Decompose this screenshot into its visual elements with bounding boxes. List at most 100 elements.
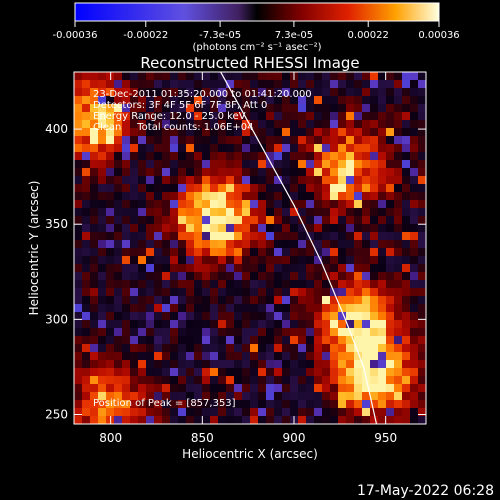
heatmap-cell [242,160,251,169]
heatmap-cell [394,240,403,249]
heatmap-cell [82,152,91,161]
heatmap-cell [386,392,395,401]
heatmap-cell [362,336,371,345]
heatmap-cell [226,184,235,193]
heatmap-cell [394,256,403,265]
heatmap-cell [354,304,363,313]
heatmap-cell [330,272,339,281]
heatmap-cell [202,336,211,345]
heatmap-cell [362,272,371,281]
heatmap-cell [202,376,211,385]
heatmap-cell [322,168,331,177]
heatmap-cell [130,256,139,265]
heatmap-cell [82,88,91,97]
heatmap-cell [282,256,291,265]
heatmap-cell [202,280,211,289]
heatmap-cell [378,288,387,297]
heatmap-cell [170,136,179,145]
heatmap-cell [394,280,403,289]
heatmap-cell [298,280,307,289]
heatmap-cell [98,280,107,289]
heatmap-cell [266,176,275,185]
heatmap-cell [258,248,267,257]
heatmap-cell [106,184,115,193]
heatmap-cells [74,72,426,424]
heatmap-cell [362,184,371,193]
heatmap-cell [394,72,403,81]
heatmap-cell [82,224,91,233]
heatmap-cell [370,176,379,185]
heatmap-cell [114,280,123,289]
heatmap-cell [234,72,243,81]
heatmap-cell [338,256,347,265]
heatmap-cell [330,312,339,321]
heatmap-cell [74,336,83,345]
heatmap-cell [242,400,251,409]
heatmap-cell [298,96,307,105]
heatmap-cell [122,344,131,353]
heatmap-cell [90,248,99,257]
heatmap-cell [274,128,283,137]
heatmap-cell [370,416,379,424]
heatmap-cell [162,176,171,185]
heatmap-cell [114,144,123,153]
heatmap-cell [210,72,219,81]
y-tick-label: 250 [45,407,68,421]
heatmap-cell [290,136,299,145]
heatmap-cell [114,400,123,409]
heatmap-cell [346,80,355,89]
heatmap-cell [162,120,171,129]
y-tick-label: 350 [45,217,68,231]
heatmap-cell [194,400,203,409]
heatmap-cell [354,192,363,201]
heatmap-cell [210,320,219,329]
heatmap-cell [154,72,163,81]
heatmap-cell [338,248,347,257]
heatmap-cell [314,80,323,89]
heatmap-cell [290,80,299,89]
heatmap-cell [322,400,331,409]
heatmap-cell [218,112,227,121]
heatmap-cell [162,312,171,321]
heatmap-cell [82,248,91,257]
heatmap-cell [202,248,211,257]
heatmap-cell [218,336,227,345]
heatmap-cell [330,280,339,289]
heatmap-cell [162,416,171,424]
heatmap-cell [178,240,187,249]
heatmap-cell [186,80,195,89]
heatmap-cell [242,344,251,353]
heatmap-cell [98,408,107,417]
heatmap-cell [314,112,323,121]
heatmap-cell [82,192,91,201]
heatmap-cell [74,400,83,409]
heatmap-cell [210,352,219,361]
heatmap-cell [234,384,243,393]
heatmap-cell [178,280,187,289]
heatmap-cell [90,328,99,337]
heatmap-cell [282,200,291,209]
heatmap-cell [162,184,171,193]
heatmap-cell [410,304,419,313]
heatmap-cell [162,248,171,257]
heatmap-cell [90,360,99,369]
heatmap-cell [314,320,323,329]
heatmap-cell [330,400,339,409]
heatmap-cell [250,96,259,105]
heatmap-cell [266,144,275,153]
heatmap-cell [234,272,243,281]
heatmap-cell [274,216,283,225]
heatmap-cell [322,368,331,377]
heatmap-cell [154,88,163,97]
heatmap-cell [186,240,195,249]
heatmap-cell [410,352,419,361]
heatmap-cell [154,416,163,424]
heatmap-cell [178,88,187,97]
annotation-clean-counts: Clean Total counts: 1.06E+04 [93,122,253,133]
heatmap-cell [370,304,379,313]
heatmap-cell [234,248,243,257]
heatmap-cell [122,192,131,201]
heatmap-cell [322,256,331,265]
heatmap-cell [378,144,387,153]
heatmap-cell [274,232,283,241]
